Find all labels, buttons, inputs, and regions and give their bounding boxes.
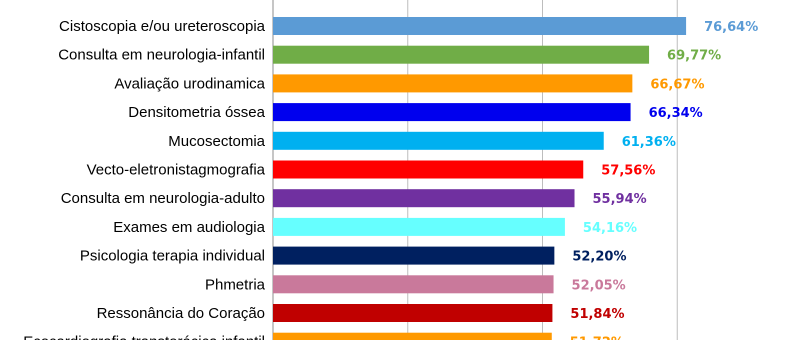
- bar: [273, 131, 604, 150]
- category-label: Mucosectomia: [168, 133, 265, 150]
- category-labels: Cistoscopia e/ou ureteroscopia Consulta e…: [23, 18, 265, 340]
- bar: [273, 275, 554, 294]
- category-label: Avaliação urodinamica: [114, 75, 265, 92]
- value-labels: 76,64% 69,77% 66,67% 66,34% 61,36% 57,56% 55,9…: [570, 20, 758, 340]
- value-label: 52,05%: [572, 278, 626, 293]
- category-label: Vecto-eletronistagmografia: [87, 162, 266, 179]
- category-label: Phmetria: [205, 276, 266, 293]
- value-label: 61,36%: [622, 135, 676, 150]
- value-label: 54,16%: [583, 221, 637, 236]
- value-label: 55,94%: [593, 192, 647, 207]
- category-label: Cistoscopia e/ou ureteroscopia: [59, 18, 266, 35]
- value-label: 51,84%: [570, 307, 624, 322]
- bar: [273, 189, 575, 208]
- bar: [273, 246, 555, 265]
- bar: [273, 45, 650, 64]
- bar: [273, 332, 552, 340]
- category-label: Ecocardiografia transtorácica infantil: [23, 334, 265, 340]
- bar: [273, 217, 565, 236]
- value-label: 52,20%: [572, 250, 626, 265]
- value-label: 69,77%: [667, 49, 721, 64]
- bars: [273, 17, 687, 340]
- bar: [273, 17, 687, 35]
- category-label: Exames em audiologia: [113, 219, 265, 236]
- category-label: Consulta em neurologia-adulto: [61, 190, 265, 207]
- bar: [273, 74, 633, 93]
- bar: [273, 160, 584, 179]
- category-label: Psicologia terapia individual: [80, 248, 265, 265]
- value-label: 57,56%: [601, 164, 655, 179]
- category-label: Ressonância do Coração: [97, 305, 265, 322]
- value-label: 51,72%: [570, 336, 624, 340]
- value-label: 66,67%: [650, 77, 704, 92]
- category-label: Consulta em neurologia-infantil: [58, 47, 265, 64]
- bar: [273, 103, 631, 122]
- value-label: 76,64%: [704, 20, 758, 35]
- value-label: 66,34%: [649, 106, 703, 121]
- category-label: Densitometria óssea: [128, 104, 265, 121]
- bar: [273, 304, 553, 322]
